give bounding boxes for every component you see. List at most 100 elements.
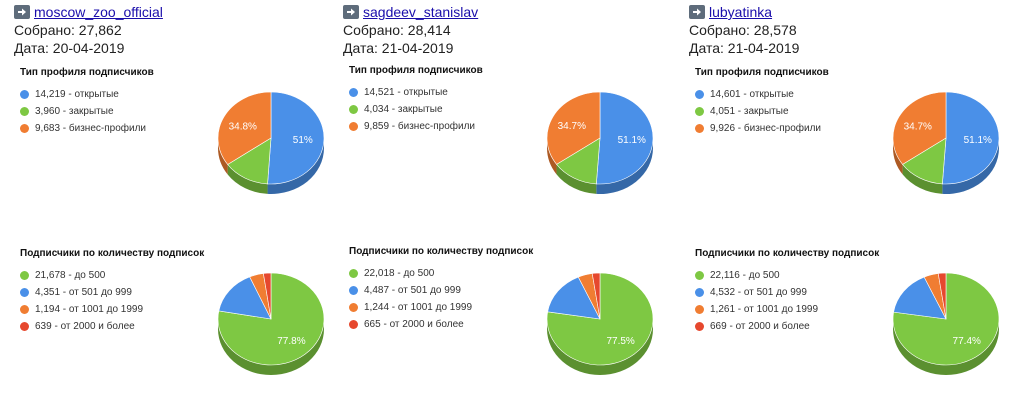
- legend-item-2000plus: 639 - от 2000 и более: [20, 318, 204, 335]
- collected-date: Дата: 20-04-2019: [14, 40, 125, 56]
- legend-dot: [349, 105, 358, 114]
- profile-types-title: Тип профиля подписчиков: [349, 65, 483, 76]
- legend-dot: [695, 288, 704, 297]
- pie-slice-0[interactable]: [595, 91, 654, 185]
- legend-dot: [695, 90, 704, 99]
- legend-dot: [20, 107, 29, 116]
- arrow-right-icon[interactable]: [14, 5, 30, 19]
- profile-types-block: Тип профиля подписчиков 14,521 - открыты…: [349, 65, 483, 135]
- profile-types-pie: 51.1% 34.7%: [892, 91, 1000, 194]
- legend-item-upto500: 22,116 - до 500: [695, 267, 879, 284]
- legend-dot: [349, 286, 358, 295]
- legend-item-business: 9,859 - бизнес-профили: [349, 118, 483, 135]
- pie-slice-label-0: 77.8%: [277, 336, 305, 347]
- account-header: lubyatinka Собрано: 28,578 Дата: 21-04-2…: [689, 3, 989, 57]
- collected-count: Собрано: 28,414: [343, 22, 451, 38]
- pie-slice-1[interactable]: [893, 276, 947, 320]
- legend-item-open: 14,219 - открытые: [20, 86, 154, 103]
- pie-slice-label-0: 51%: [293, 135, 313, 146]
- legend-item-business: 9,683 - бизнес-профили: [20, 120, 154, 137]
- pie-slice-label-0: 51.1%: [964, 135, 992, 146]
- legend-dot: [695, 124, 704, 133]
- legend-dot: [695, 322, 704, 331]
- legend-label: 639 - от 2000 и более: [35, 321, 135, 332]
- legend-label: 14,219 - открытые: [35, 89, 119, 100]
- legend-dot: [20, 271, 29, 280]
- legend-label: 4,351 - от 501 до 999: [35, 287, 132, 298]
- legend-item-business: 9,926 - бизнес-профили: [695, 120, 829, 137]
- account-link[interactable]: lubyatinka: [709, 4, 773, 20]
- legend-dot: [349, 320, 358, 329]
- legend-dot: [20, 124, 29, 133]
- pie-slice-label-2: 34.7%: [904, 121, 932, 132]
- pie-slice-label-2: 34.7%: [558, 121, 586, 132]
- account-column-2: sagdeev_stanislav Собрано: 28,414 Дата: …: [343, 0, 673, 402]
- subscriptions-pie: 77.4%: [892, 272, 1000, 375]
- pie-side-0: [267, 138, 324, 194]
- legend-label: 9,926 - бизнес-профили: [710, 123, 821, 134]
- subscriptions-title: Подписчики по количеству подписок: [349, 246, 534, 257]
- legend-label: 4,532 - от 501 до 999: [710, 287, 807, 298]
- profile-types-block: Тип профиля подписчиков 14,219 - открыты…: [20, 67, 154, 137]
- legend-dot: [20, 90, 29, 99]
- account-link[interactable]: moscow_zoo_official: [34, 4, 163, 20]
- pie-slice-0[interactable]: [267, 91, 325, 185]
- pie-side-1: [902, 164, 943, 194]
- subscriptions-block: Подписчики по количеству подписок 22,116…: [695, 248, 879, 335]
- pie-slice-2[interactable]: [546, 91, 601, 165]
- arrow-right-icon[interactable]: [343, 5, 359, 19]
- legend-dot: [349, 88, 358, 97]
- legend-label: 9,683 - бизнес-профили: [35, 123, 146, 134]
- legend-dot: [20, 322, 29, 331]
- legend-label: 1,194 - от 1001 до 1999: [35, 304, 144, 315]
- pie-side-2: [547, 138, 557, 175]
- pie-slice-2[interactable]: [217, 91, 272, 165]
- collected-date: Дата: 21-04-2019: [343, 40, 454, 56]
- legend-dot: [20, 288, 29, 297]
- legend-item-open: 14,601 - открытые: [695, 86, 829, 103]
- legend-dot: [695, 107, 704, 116]
- legend-dot: [349, 122, 358, 131]
- legend-dot: [695, 271, 704, 280]
- pie-slice-label-0: 77.4%: [953, 336, 981, 347]
- legend-item-upto500: 21,678 - до 500: [20, 267, 204, 284]
- collected-count: Собрано: 27,862: [14, 22, 122, 38]
- account-header: sagdeev_stanislav Собрано: 28,414 Дата: …: [343, 3, 643, 57]
- profile-types-pie: 51.1% 34.7%: [546, 91, 654, 194]
- pie-side-0: [218, 319, 324, 375]
- pie-slice-1[interactable]: [218, 276, 272, 320]
- legend-dot: [695, 305, 704, 314]
- legend-label: 665 - от 2000 и более: [364, 319, 464, 330]
- pie-slice-1[interactable]: [547, 276, 601, 320]
- profile-types-title: Тип профиля подписчиков: [20, 67, 154, 78]
- legend-item-open: 14,521 - открытые: [349, 84, 483, 101]
- pie-slice-2[interactable]: [892, 91, 947, 165]
- legend-label: 4,051 - закрытые: [710, 106, 789, 117]
- subscriptions-pie: 77.5%: [546, 272, 654, 375]
- account-link[interactable]: sagdeev_stanislav: [363, 4, 479, 20]
- pie-side-0: [547, 319, 653, 375]
- pie-side-0: [942, 138, 999, 194]
- arrow-right-icon[interactable]: [689, 5, 705, 19]
- legend-item-closed: 3,960 - закрытые: [20, 103, 154, 120]
- legend-item-closed: 4,034 - закрытые: [349, 101, 483, 118]
- pie-slice-3[interactable]: [591, 272, 601, 320]
- legend-item-2000plus: 665 - от 2000 и более: [349, 316, 533, 333]
- pie-side-2: [893, 138, 903, 175]
- legend-label: 669 - от 2000 и более: [710, 321, 810, 332]
- pie-side-1: [556, 164, 597, 194]
- collected-count: Собрано: 28,578: [689, 22, 797, 38]
- profile-types-pie: 51% 34.8%: [217, 91, 325, 194]
- profile-types-title: Тип профиля подписчиков: [695, 67, 829, 78]
- pie-side-1: [227, 164, 268, 194]
- pie-slice-3[interactable]: [937, 272, 947, 320]
- legend-label: 21,678 - до 500: [35, 270, 106, 281]
- account-column-3: lubyatinka Собрано: 28,578 Дата: 21-04-2…: [689, 0, 1019, 402]
- pie-slice-3[interactable]: [263, 272, 272, 320]
- pie-slice-label-2: 34.8%: [229, 121, 257, 132]
- legend-item-closed: 4,051 - закрытые: [695, 103, 829, 120]
- pie-slice-0[interactable]: [942, 91, 1000, 185]
- pie-slice-label-0: 51.1%: [618, 135, 646, 146]
- subscriptions-block: Подписчики по количеству подписок 22,018…: [349, 246, 533, 333]
- legend-label: 4,034 - закрытые: [364, 104, 443, 115]
